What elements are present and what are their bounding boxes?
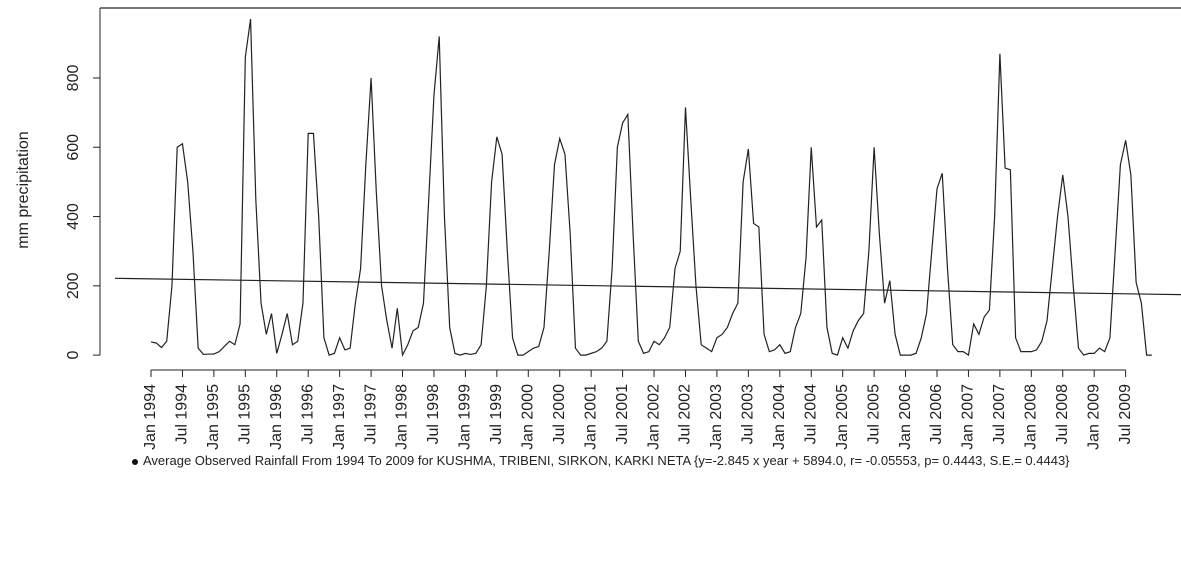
x-tick-label: Jan 1998 xyxy=(394,384,411,450)
x-tick-label: Jan 1996 xyxy=(268,384,285,450)
legend-bullet xyxy=(132,459,138,465)
y-tick-label: 400 xyxy=(65,203,82,230)
y-tick-label: 200 xyxy=(65,272,82,299)
x-tick-label: Jan 2003 xyxy=(708,384,725,450)
x-tick-label: Jul 2004 xyxy=(802,384,819,445)
x-tick-label: Jul 1994 xyxy=(174,384,191,445)
trend-line xyxy=(114,277,1181,296)
y-tick-label: 600 xyxy=(65,134,82,161)
x-tick-label: Jul 1996 xyxy=(299,384,316,445)
x-tick-label: Jul 2001 xyxy=(614,384,631,445)
y-tick-label: 800 xyxy=(65,65,82,92)
x-tick-label: Jul 1999 xyxy=(488,384,505,445)
x-tick-label: Jul 2008 xyxy=(1054,384,1071,445)
x-tick-label: Jul 2002 xyxy=(677,384,694,445)
x-tick-label: Jul 2007 xyxy=(991,384,1008,445)
x-tick-label: Jan 2007 xyxy=(960,384,977,450)
x-tick-label: Jan 2005 xyxy=(834,384,851,450)
x-tick-label: Jul 2006 xyxy=(928,384,945,445)
x-tick-label: Jan 2004 xyxy=(771,384,788,450)
x-tick-label: Jul 2000 xyxy=(551,384,568,445)
x-tick-label: Jan 2000 xyxy=(519,384,536,450)
x-tick-label: Jan 1997 xyxy=(331,384,348,450)
x-tick-label: Jan 2006 xyxy=(897,384,914,450)
x-tick-label: Jul 1995 xyxy=(237,384,254,445)
y-tick-label: 0 xyxy=(65,351,82,360)
rainfall-line xyxy=(150,19,1152,358)
x-tick-label: Jul 2005 xyxy=(865,384,882,445)
x-tick-label: Jan 2008 xyxy=(1023,384,1040,450)
x-tick-label: Jan 2001 xyxy=(582,384,599,450)
x-tick-label: Jan 1994 xyxy=(142,384,159,450)
x-tick-label: Jan 2002 xyxy=(645,384,662,450)
x-tick-label: Jul 2003 xyxy=(740,384,757,445)
x-tick-label: Jul 2009 xyxy=(1117,384,1134,445)
x-tick-label: Jul 1998 xyxy=(425,384,442,445)
legend-text: Average Observed Rainfall From 1994 To 2… xyxy=(143,453,1070,468)
x-tick-label: Jan 2009 xyxy=(1085,384,1102,450)
y-axis-label: mm precipitation xyxy=(15,131,32,248)
x-tick-label: Jul 1997 xyxy=(362,384,379,445)
x-tick-label: Jan 1999 xyxy=(457,384,474,450)
x-tick-label: Jan 1995 xyxy=(205,384,222,450)
